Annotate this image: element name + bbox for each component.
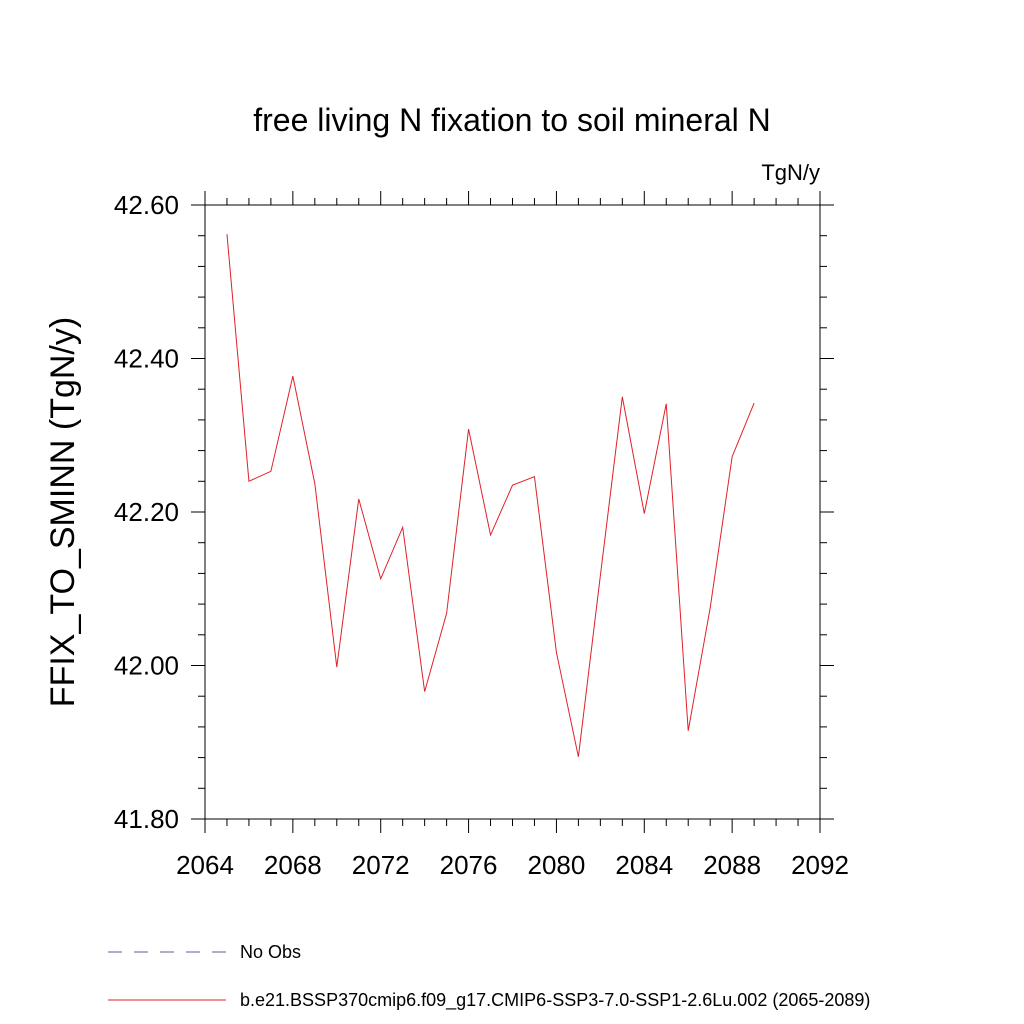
legend-label: b.e21.BSSP370cmip6.f09_g17.CMIP6-SSP3-7.… [240, 990, 870, 1011]
legend-label: No Obs [240, 942, 301, 962]
y-tick-label: 42.40 [114, 344, 179, 374]
plot-frame [204, 204, 821, 820]
chart-title: free living N fixation to soil mineral N [253, 102, 771, 138]
x-tick-label: 2064 [176, 850, 234, 880]
x-tick-label: 2084 [615, 850, 673, 880]
plot-series [226, 234, 755, 757]
legend: No Obs b.e21.BSSP370cmip6.f09_g17.CMIP6-S… [108, 942, 870, 1011]
y-tick-label: 42.20 [114, 497, 179, 527]
x-tick-label: 2088 [703, 850, 761, 880]
x-axis: 2064 2068 2072 2076 2080 2084 2088 2092 [176, 191, 849, 880]
x-tick-label: 2080 [528, 850, 586, 880]
units-label: TgN/y [761, 160, 820, 185]
y-tick-label: 42.00 [114, 651, 179, 681]
y-axis: 41.80 42.00 42.20 42.40 42.60 [114, 190, 834, 834]
series-line [226, 234, 755, 757]
x-tick-label: 2072 [352, 850, 410, 880]
x-tick-label: 2068 [264, 850, 322, 880]
y-axis-title: FFIX_TO_SMINN (TgN/y) [44, 317, 82, 707]
x-tick-label: 2076 [440, 850, 498, 880]
y-tick-label: 41.80 [114, 804, 179, 834]
y-tick-label: 42.60 [114, 190, 179, 220]
x-tick-label: 2092 [791, 850, 849, 880]
